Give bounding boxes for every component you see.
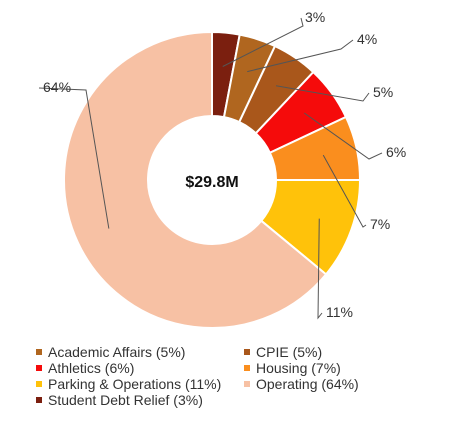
donut-slice-7 (63, 30, 328, 329)
callout-label-6: 11% (326, 304, 353, 320)
callout-label-5: 7% (370, 216, 390, 232)
legend-label: Parking & Operations (11%) (48, 376, 222, 392)
legend-item: Academic Affairs (5%) (36, 344, 244, 360)
legend-label: CPIE (5%) (256, 344, 323, 360)
callout-line-2 (247, 39, 354, 73)
chart-legend: Academic Affairs (5%) CPIE (5%) Athletics … (36, 344, 436, 408)
legend-swatch (244, 365, 250, 371)
callout-line-1 (222, 17, 304, 67)
donut-callouts: 3% 4% 5% 6% 7% 11% 64% (38, 9, 406, 320)
legend-swatch (244, 349, 250, 355)
legend-swatch (244, 381, 250, 387)
legend-label: Operating (64%) (256, 376, 359, 392)
legend-item: Operating (64%) (244, 376, 436, 392)
donut-slices (63, 30, 362, 329)
legend-label: Housing (7%) (256, 360, 341, 376)
legend-swatch (36, 349, 42, 355)
callout-label-7: 64% (43, 79, 71, 95)
callout-label-1: 3% (305, 9, 325, 25)
callout-line-7 (38, 87, 110, 229)
legend-label: Academic Affairs (5%) (48, 344, 186, 360)
callout-line-6 (317, 218, 323, 320)
callout-label-4: 6% (386, 144, 406, 160)
donut-chart: 3% 4% 5% 6% 7% 11% 64% $29.8M (38, 9, 406, 329)
legend-item: CPIE (5%) (244, 344, 436, 360)
center-total-label: $29.8M (185, 174, 238, 191)
legend-item: Athletics (6%) (36, 360, 244, 376)
legend-item: Student Debt Relief (3%) (36, 392, 244, 408)
callout-line-3 (275, 85, 370, 102)
legend-swatch (36, 365, 42, 371)
legend-swatch (36, 381, 42, 387)
callout-line-5 (322, 154, 367, 228)
legend-label: Athletics (6%) (48, 360, 135, 376)
legend-label: Student Debt Relief (3%) (48, 392, 203, 408)
legend-item: Parking & Operations (11%) (36, 376, 244, 392)
callout-label-2: 4% (357, 31, 377, 47)
legend-swatch (36, 397, 42, 403)
legend-item: Housing (7%) (244, 360, 436, 376)
callout-line-4 (303, 112, 383, 160)
callout-label-3: 5% (373, 84, 393, 100)
